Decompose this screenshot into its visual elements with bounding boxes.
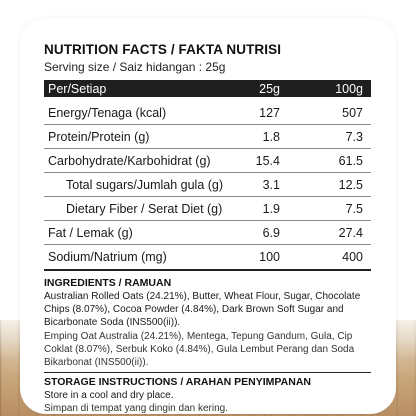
ingredients-title: INGREDIENTS / RAMUAN [44,277,172,289]
table-row: Energy/Tenaga (kcal) 127 507 [44,101,371,125]
table-row: Protein/Protein (g) 1.8 7.3 [44,125,371,149]
header-25g: 25g [259,81,280,96]
storage-english: Store in a cool and dry place. [44,390,174,402]
label-title: NUTRITION FACTS / FAKTA NUTRISI [44,42,282,57]
table-row: Total sugars/Jumlah gula (g) 3.1 12.5 [44,173,371,197]
row-value-100g: 61.5 [338,153,363,168]
row-value-100g: 400 [342,250,363,264]
serving-size: Serving size / Saiz hidangan : 25g [44,60,226,74]
nutrition-table: Energy/Tenaga (kcal) 127 507 Protein/Pro… [44,101,371,271]
row-label: Carbohydrate/Karbohidrat (g) [48,153,211,168]
row-value-100g: 7.5 [345,201,363,216]
row-label: Sodium/Natrium (mg) [48,250,167,264]
row-value-100g: 12.5 [338,177,363,192]
ingredients-english: Australian Rolled Oats (24.21%), Butter,… [44,291,361,329]
storage-malay: Simpan di tempat yang dingin dan kering. [44,403,229,415]
row-value-25g: 1.9 [262,201,280,216]
row-label: Total sugars/Jumlah gula (g) [66,177,224,192]
table-header: Per/Setiap 25g 100g [44,80,371,97]
table-row: Dietary Fiber / Serat Diet (g) 1.9 7.5 [44,197,371,221]
row-value-100g: 7.3 [345,129,363,144]
row-value-25g: 6.9 [262,225,280,240]
row-label: Protein/Protein (g) [48,129,150,144]
row-value-25g: 1.8 [262,129,280,144]
header-per: Per/Setiap [48,81,107,96]
table-row: Carbohydrate/Karbohidrat (g) 15.4 61.5 [44,149,371,173]
row-value-25g: 3.1 [262,177,280,192]
row-value-25g: 15.4 [255,153,280,168]
nutrition-label: NUTRITION FACTS / FAKTA NUTRISI Serving … [44,42,371,416]
storage-title: STORAGE INSTRUCTIONS / ARAHAN PENYIMPANA… [44,372,371,389]
row-value-25g: 100 [259,250,280,264]
row-label: Fat / Lemak (g) [48,225,133,240]
row-value-100g: 27.4 [338,225,363,240]
table-row: Fat / Lemak (g) 6.9 27.4 [44,221,371,245]
row-label: Dietary Fiber / Serat Diet (g) [66,201,223,216]
table-row: Sodium/Natrium (mg) 100 400 [44,245,371,269]
row-label: Energy/Tenaga (kcal) [48,105,167,120]
row-value-25g: 127 [259,105,280,120]
header-100g: 100g [335,81,363,96]
row-value-100g: 507 [342,105,363,120]
ingredients-malay: Emping Oat Australia (24.21%), Mentega, … [44,330,355,369]
